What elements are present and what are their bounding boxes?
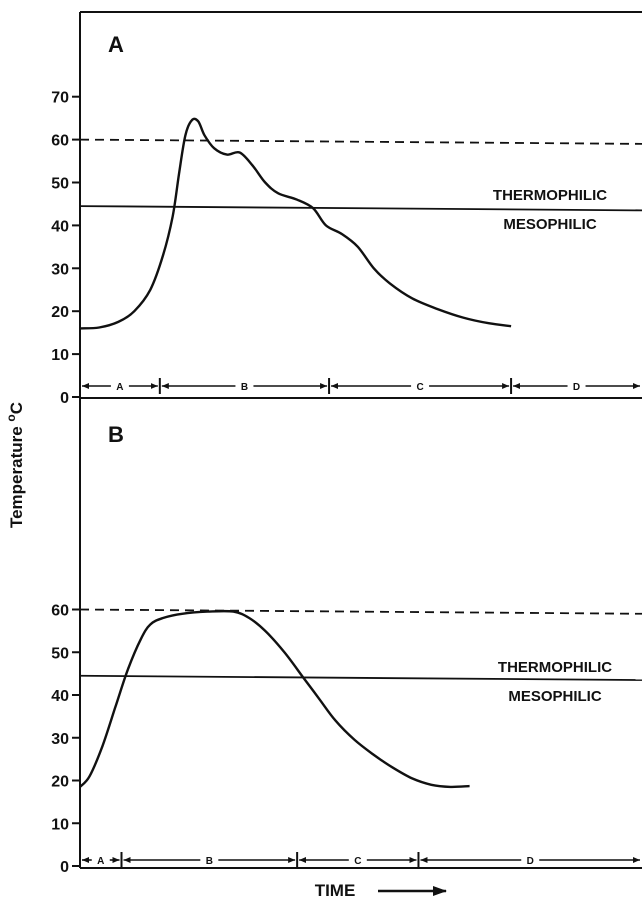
reference-line-dashed-b xyxy=(79,608,642,615)
temperature-curve-a xyxy=(79,117,512,330)
phase-label-b-a: A xyxy=(97,856,104,867)
y-tick-label-b-60: 60 xyxy=(51,603,69,620)
y-tick-label-b-10: 10 xyxy=(51,816,69,833)
y-tick-label-a-30: 30 xyxy=(51,261,69,278)
panel-letter-b: B xyxy=(108,422,124,447)
x-axis-title: TIME xyxy=(315,881,356,900)
y-axis-title-text: Temperature xyxy=(7,422,26,528)
y-tick-label-b-0: 0 xyxy=(60,859,69,876)
phase-label-a-c: C xyxy=(416,382,423,393)
phase-label-a-a: A xyxy=(116,382,123,393)
y-tick-label-b-40: 40 xyxy=(51,688,69,705)
reference-line-dashed-a xyxy=(79,138,642,145)
y-tick-label-a-40: 40 xyxy=(51,218,69,235)
y-tick-label-a-20: 20 xyxy=(51,304,69,321)
y-axis-title-degree: o xyxy=(4,414,18,421)
zone-label-thermophilic-b: THERMOPHILIC xyxy=(498,659,612,676)
zone-label-mesophilic-b: MESOPHILIC xyxy=(508,688,602,705)
phase-label-b-d: D xyxy=(527,856,534,867)
zone-label-thermophilic-a: THERMOPHILIC xyxy=(493,187,607,204)
y-tick-label-a-70: 70 xyxy=(51,90,69,107)
y-axis-title-unit: C xyxy=(7,402,26,414)
y-tick-label-a-50: 50 xyxy=(51,176,69,193)
y-tick-label-b-50: 50 xyxy=(51,645,69,662)
phase-label-a-d: D xyxy=(573,382,580,393)
temperature-curve-b xyxy=(79,609,470,789)
y-tick-label-b-30: 30 xyxy=(51,731,69,748)
panel-letter-a: A xyxy=(108,32,124,57)
reference-line-solid-b xyxy=(79,674,642,681)
panel-b-plot: 0 10 20 30 40 50 60 THERMOPHILIC MESOPHILIC A B C D xyxy=(51,603,642,876)
phase-label-b-c: C xyxy=(354,856,361,867)
phase-label-b-b: B xyxy=(206,856,213,867)
y-tick-label-b-20: 20 xyxy=(51,774,69,791)
y-axis-title: Temperature oC xyxy=(4,402,26,528)
phase-label-a-b: B xyxy=(241,382,248,393)
y-tick-label-a-60: 60 xyxy=(51,133,69,150)
zone-label-mesophilic-a: MESOPHILIC xyxy=(503,216,597,233)
y-tick-label-a-0: 0 xyxy=(60,390,69,407)
panel-a-plot: 0 10 20 30 40 50 60 70 THERMOPHILIC MESOPHILIC A B C… xyxy=(51,90,642,407)
y-tick-label-a-10: 10 xyxy=(51,347,69,364)
reference-line-solid-a xyxy=(79,205,642,212)
